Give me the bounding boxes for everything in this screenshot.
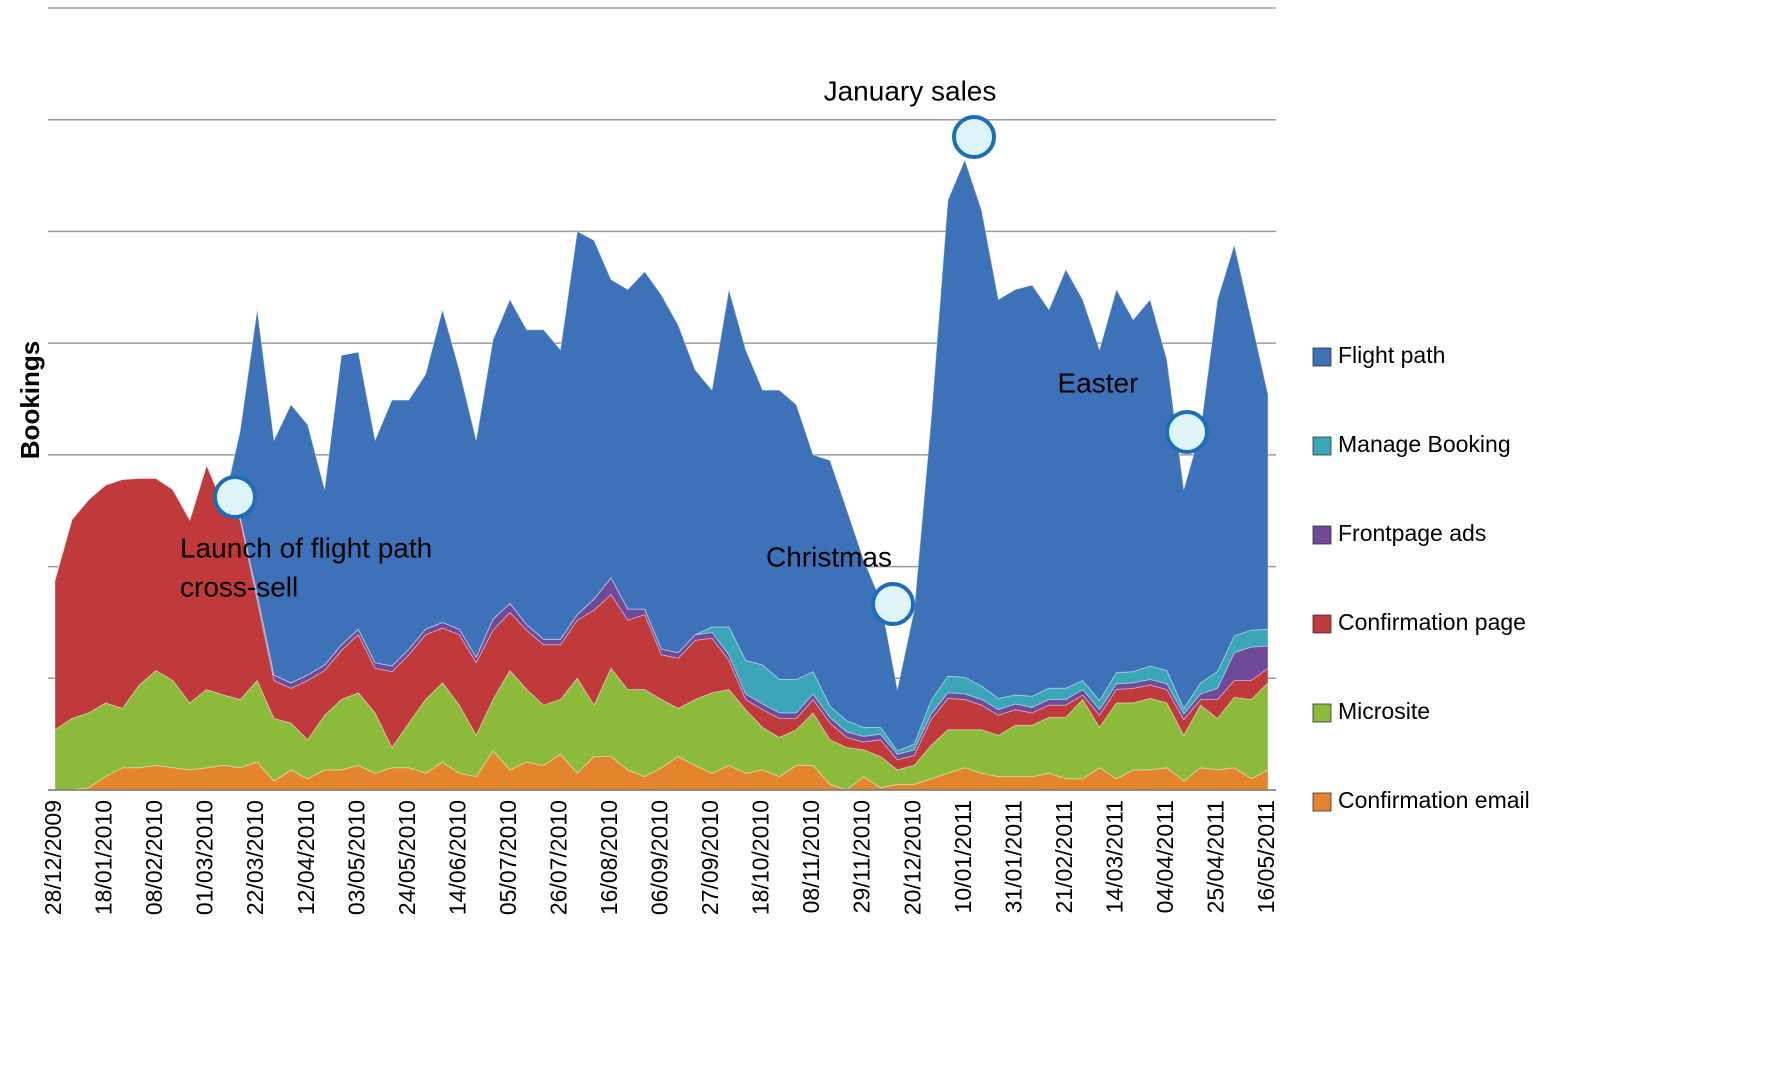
area [54, 463, 1269, 771]
x-tick-label: 06/09/2010 [647, 800, 673, 915]
x-tick-label: 16/05/2011 [1253, 800, 1279, 913]
x-tick-label: 21/02/2011 [1051, 800, 1077, 913]
legend-label: Flight path [1338, 342, 1445, 368]
legend-swatch [1312, 347, 1332, 367]
x-tick-label: 14/06/2010 [444, 800, 470, 915]
legend-swatch [1312, 792, 1332, 812]
legend-swatch [1312, 525, 1332, 545]
area [54, 158, 1269, 752]
x-tick-label: 01/03/2010 [192, 800, 218, 915]
x-tick-label: 16/08/2010 [596, 800, 622, 915]
annotation: cross-sell [180, 571, 298, 602]
legend-label: Manage Booking [1338, 431, 1511, 457]
legend-swatch [1312, 614, 1332, 634]
legend-swatch [1312, 436, 1332, 456]
x-tick-label: 18/10/2010 [748, 800, 774, 915]
x-tick-label: 12/04/2010 [293, 800, 319, 915]
x-tick-label: 24/05/2010 [394, 800, 420, 915]
x-tick-label: 04/04/2011 [1152, 800, 1178, 913]
x-tick-label: 31/01/2011 [1000, 800, 1026, 913]
areas [54, 158, 1269, 791]
legend-label: Microsite [1338, 698, 1430, 724]
y-axis-label: Bookings [15, 341, 45, 459]
x-tick-label: 14/03/2011 [1101, 800, 1127, 913]
area [54, 463, 1269, 761]
x-tick-label: 27/09/2010 [697, 800, 723, 915]
x-tick-label: 03/05/2010 [343, 800, 369, 915]
x-tick-label: 08/11/2010 [798, 800, 824, 913]
x-tick-label: 20/12/2010 [899, 800, 925, 915]
annotation: Easter [1058, 367, 1139, 398]
x-tick-label: 28/12/2009 [40, 800, 66, 915]
legend-label: Confirmation page [1338, 609, 1526, 635]
x-tick-label: 26/07/2010 [545, 800, 571, 915]
x-tick-label: 10/01/2011 [950, 800, 976, 913]
annotation-marker [213, 475, 257, 519]
legend-label: Frontpage ads [1338, 520, 1486, 546]
x-tick-label: 08/02/2010 [141, 800, 167, 915]
annotation-marker [871, 582, 915, 626]
area [54, 463, 1269, 755]
annotation: January sales [824, 75, 997, 106]
x-tick-label: 22/03/2010 [242, 800, 268, 915]
legend-label: Confirmation email [1338, 787, 1530, 813]
x-tick-label: 18/01/2010 [91, 800, 117, 915]
x-tick-label: 05/07/2010 [495, 800, 521, 915]
annotation: Christmas [766, 541, 892, 572]
x-tick-label: 25/04/2011 [1203, 800, 1229, 913]
annotation: Launch of flight path [180, 532, 432, 563]
legend-swatch [1312, 703, 1332, 723]
area [54, 667, 1269, 791]
x-tick-label: 29/11/2010 [849, 800, 875, 913]
annotation-marker [1165, 410, 1209, 454]
annotation-marker [952, 115, 996, 159]
